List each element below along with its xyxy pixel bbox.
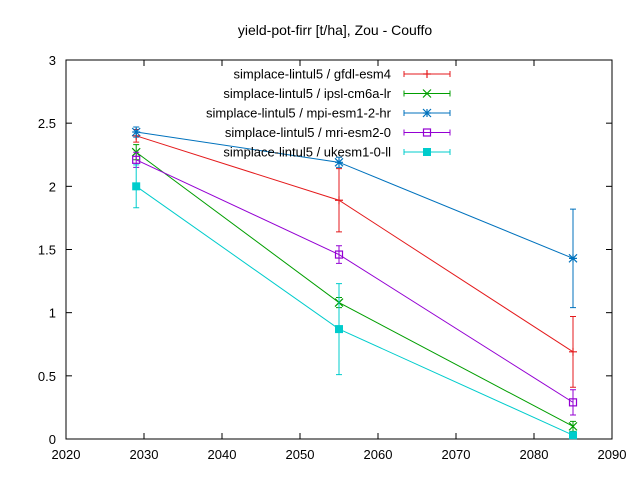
legend: simplace-lintul5 / gfdl-esm4 simplace-lin… bbox=[206, 67, 451, 160]
x-tick-label: 2080 bbox=[520, 447, 549, 462]
error-bar bbox=[336, 245, 342, 264]
point bbox=[423, 148, 431, 156]
point bbox=[423, 70, 431, 78]
point bbox=[569, 347, 577, 356]
point bbox=[334, 250, 344, 259]
y-tick-label: 2.5 bbox=[38, 116, 56, 131]
legend-swatch bbox=[403, 129, 451, 136]
x-tick-label: 2090 bbox=[598, 447, 627, 462]
series bbox=[132, 128, 577, 388]
legend-item: simplace-lintul5 / mpi-esm1-2-hr bbox=[206, 106, 451, 121]
legend-item: simplace-lintul5 / ukesm1-0-ll bbox=[223, 145, 451, 160]
series bbox=[132, 164, 577, 440]
x-tick-label: 2030 bbox=[130, 447, 159, 462]
point bbox=[569, 431, 577, 440]
legend-label: simplace-lintul5 / ukesm1-0-ll bbox=[223, 145, 391, 160]
point bbox=[568, 398, 578, 407]
legend-item: simplace-lintul5 / ipsl-cm6a-lr bbox=[223, 86, 451, 101]
legend-label: simplace-lintul5 / mri-esm2-0 bbox=[225, 125, 391, 140]
point bbox=[568, 421, 578, 431]
y-tick-label: 2 bbox=[49, 179, 56, 194]
y-tick-label: 1.5 bbox=[38, 243, 56, 258]
point bbox=[335, 325, 343, 334]
point bbox=[568, 253, 578, 263]
series bbox=[132, 151, 578, 416]
series-line bbox=[135, 159, 574, 403]
series-line bbox=[135, 151, 574, 427]
legend-label: simplace-lintul5 / mpi-esm1-2-hr bbox=[206, 106, 392, 121]
point bbox=[334, 157, 344, 167]
legend-item: simplace-lintul5 / mri-esm2-0 bbox=[225, 125, 451, 140]
x-tick-label: 2040 bbox=[208, 447, 237, 462]
y-tick-label: 0.5 bbox=[38, 369, 56, 384]
chart-title: yield-pot-firr [t/ha], Zou - Couffo bbox=[238, 22, 432, 38]
point bbox=[131, 127, 141, 137]
legend-label: simplace-lintul5 / ipsl-cm6a-lr bbox=[223, 86, 391, 101]
point bbox=[422, 89, 432, 98]
y-tick-label: 1 bbox=[49, 306, 56, 321]
legend-item: simplace-lintul5 / gfdl-esm4 bbox=[233, 67, 451, 82]
point bbox=[335, 196, 343, 205]
legend-label: simplace-lintul5 / gfdl-esm4 bbox=[233, 67, 391, 82]
x-tick-label: 2070 bbox=[442, 447, 471, 462]
axis-ticks: 2020 2030 2040 2050 2060 2070 2080 2090 0 0.5 1 1.5… bbox=[38, 53, 627, 462]
x-tick-label: 2060 bbox=[364, 447, 393, 462]
point bbox=[132, 155, 141, 164]
y-tick-label: 0 bbox=[49, 432, 56, 447]
x-tick-label: 2050 bbox=[286, 447, 315, 462]
x-tick-label: 2020 bbox=[52, 447, 81, 462]
series bbox=[131, 144, 578, 432]
error-bar bbox=[570, 389, 576, 416]
y-tick-label: 3 bbox=[49, 53, 56, 68]
point bbox=[132, 182, 141, 191]
series bbox=[131, 126, 578, 309]
point bbox=[422, 108, 432, 118]
series-group bbox=[131, 126, 578, 440]
point bbox=[422, 128, 432, 137]
